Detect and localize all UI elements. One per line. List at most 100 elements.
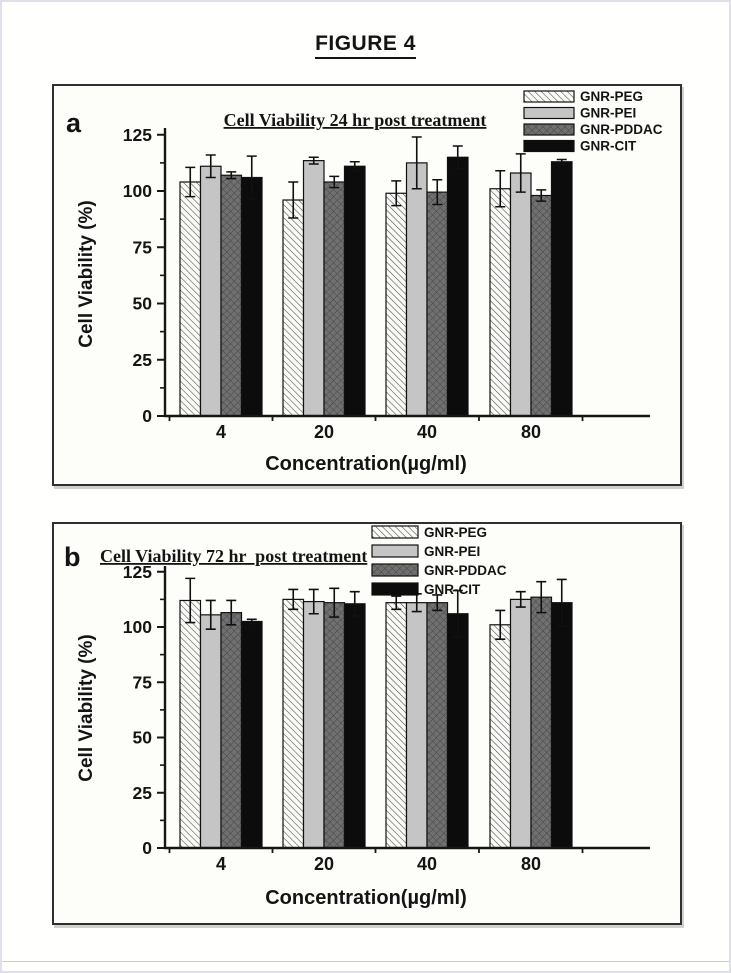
bar-GNR-PEG-80 (489, 624, 512, 849)
bar-GNR-PDDAC-4 (220, 612, 243, 849)
legend-swatch-GNR-PEG (371, 525, 419, 539)
x-tick-label: 40 (417, 854, 437, 874)
y-tick-label: 125 (123, 125, 152, 145)
x-axis-title: Concentration(µg/ml) (265, 453, 467, 475)
legend-label-GNR-PEI: GNR-PEI (580, 106, 636, 121)
error-bar-GNR-PEI-80 (515, 153, 526, 193)
error-bar-GNR-PDDAC-80 (536, 189, 547, 202)
error-bar-GNR-CIT-80 (556, 578, 567, 627)
error-bar-GNR-PEI-20 (308, 588, 319, 615)
error-bar-GNR-CIT-40 (452, 145, 463, 170)
bar-GNR-PEI-20 (302, 600, 325, 849)
bar-GNR-PEI-20 (302, 160, 325, 417)
error-bar-GNR-PDDAC-4 (226, 599, 237, 626)
bar-GNR-PDDAC-80 (530, 596, 553, 849)
bar-GNR-PEG-4 (179, 181, 202, 417)
bar-GNR-PDDAC-40 (426, 602, 449, 849)
legend-swatch-GNR-PEG (523, 90, 575, 103)
error-bar-GNR-PDDAC-80 (536, 580, 547, 614)
error-bar-GNR-PEI-4 (205, 154, 216, 179)
panel-label: b (64, 542, 81, 572)
bar-GNR-PEG-20 (282, 199, 305, 417)
y-tick-label: 25 (133, 783, 153, 803)
bar-GNR-PEI-4 (199, 614, 222, 849)
error-bar-GNR-PDDAC-40 (432, 178, 443, 206)
figure-title: FIGURE 4 (315, 32, 416, 59)
bar-GNR-CIT-40 (446, 613, 469, 849)
legend-swatch-GNR-PEI (371, 544, 419, 558)
error-bar-GNR-CIT-20 (349, 160, 360, 172)
error-bar-GNR-CIT-20 (349, 590, 360, 617)
legend-label-GNR-PEI: GNR-PEI (424, 544, 480, 559)
x-axis-title: Concentration(µg/ml) (265, 887, 467, 909)
y-tick-label: 100 (123, 181, 152, 201)
error-bar-GNR-CIT-40 (452, 589, 463, 638)
y-tick-label: 50 (133, 294, 153, 314)
y-tick-label: 75 (133, 672, 153, 692)
y-axis-title: Cell Viability (%) (76, 634, 97, 781)
panel-title: Cell Viability 24 hr post treatment (224, 110, 487, 130)
bar-GNR-PEG-4 (179, 599, 202, 849)
bar-GNR-PEI-80 (509, 172, 532, 417)
chart-panel-a: 0 25 50 75 100 125 4 20 40 80 Concentration(µg/ml)… (66, 89, 663, 475)
y-tick-label: 100 (123, 617, 152, 637)
bar-GNR-PDDAC-40 (426, 191, 449, 417)
x-tick-label: 40 (417, 422, 437, 442)
error-bar-GNR-PDDAC-40 (432, 594, 443, 612)
bar-GNR-PDDAC-4 (220, 174, 243, 417)
legend-label-GNR-CIT: GNR-CIT (424, 582, 481, 597)
bar-GNR-CIT-20 (343, 603, 366, 849)
bar-GNR-PDDAC-20 (323, 181, 346, 417)
legend-swatch-GNR-CIT (371, 582, 419, 596)
page-bottom-rule (2, 961, 729, 962)
error-bar-GNR-PEG-4 (185, 577, 196, 624)
panel-a: 0 25 50 75 100 125 4 20 40 80 Concentration(µg/ml)… (52, 84, 682, 486)
error-bar-GNR-PDDAC-20 (329, 587, 340, 618)
error-bar-GNR-PEG-40 (391, 595, 402, 611)
error-bar-GNR-PEG-80 (495, 169, 506, 208)
y-axis-title: Cell Viability (%) (76, 200, 97, 347)
error-bar-GNR-PEG-20 (288, 588, 299, 611)
bar-GNR-PEI-80 (509, 598, 532, 849)
y-tick-label: 125 (123, 562, 152, 582)
legend-label-GNR-PDDAC: GNR-PDDAC (424, 563, 507, 578)
error-bar-GNR-PEG-20 (288, 181, 299, 219)
error-bar-GNR-PEG-4 (185, 166, 196, 198)
bar-GNR-CIT-80 (550, 161, 573, 417)
panel-label: a (66, 108, 82, 138)
bar-GNR-CIT-80 (550, 602, 573, 849)
x-tick-label: 80 (521, 854, 541, 874)
error-bar-GNR-CIT-4 (246, 155, 257, 200)
legend-swatch-GNR-CIT (523, 139, 575, 153)
error-bar-GNR-PEI-40 (411, 136, 422, 190)
legend-label-GNR-PDDAC: GNR-PDDAC (580, 122, 663, 137)
bar-GNR-PDDAC-20 (323, 602, 346, 849)
y-tick-label: 75 (133, 237, 153, 257)
error-bar-GNR-PEI-20 (308, 156, 319, 165)
bar-GNR-CIT-20 (343, 165, 366, 417)
bar-GNR-CIT-4 (240, 620, 263, 849)
x-tick-label: 20 (314, 854, 334, 874)
bar-GNR-CIT-40 (446, 156, 469, 417)
y-tick-label: 25 (133, 350, 153, 370)
bar-GNR-PEI-40 (405, 602, 428, 849)
y-tick-label: 0 (142, 838, 152, 858)
panel-title: Cell Viability 72 hr post treatment (100, 546, 367, 566)
bar-GNR-PEG-80 (489, 188, 512, 417)
bar-GNR-PEI-4 (199, 165, 222, 417)
error-bar-GNR-PDDAC-20 (329, 175, 340, 189)
error-bar-GNR-PEG-80 (495, 609, 506, 640)
error-bar-GNR-PEI-80 (515, 590, 526, 608)
legend-label-GNR-CIT: GNR-CIT (580, 139, 637, 154)
figure-title-row: FIGURE 4 (2, 32, 729, 59)
error-bar-GNR-PEG-40 (391, 180, 402, 207)
bar-GNR-PDDAC-80 (530, 194, 553, 417)
legend-swatch-GNR-PDDAC (371, 563, 419, 577)
bar-GNR-PEG-20 (282, 598, 305, 849)
y-tick-label: 50 (133, 728, 153, 748)
error-bar-GNR-CIT-4 (246, 618, 257, 625)
bar-GNR-PEG-40 (385, 602, 408, 849)
x-tick-label: 4 (216, 422, 226, 442)
chart-panel-b: 0 25 50 75 100 125 4 20 40 80 Concentration(µg/ml)… (64, 525, 650, 909)
